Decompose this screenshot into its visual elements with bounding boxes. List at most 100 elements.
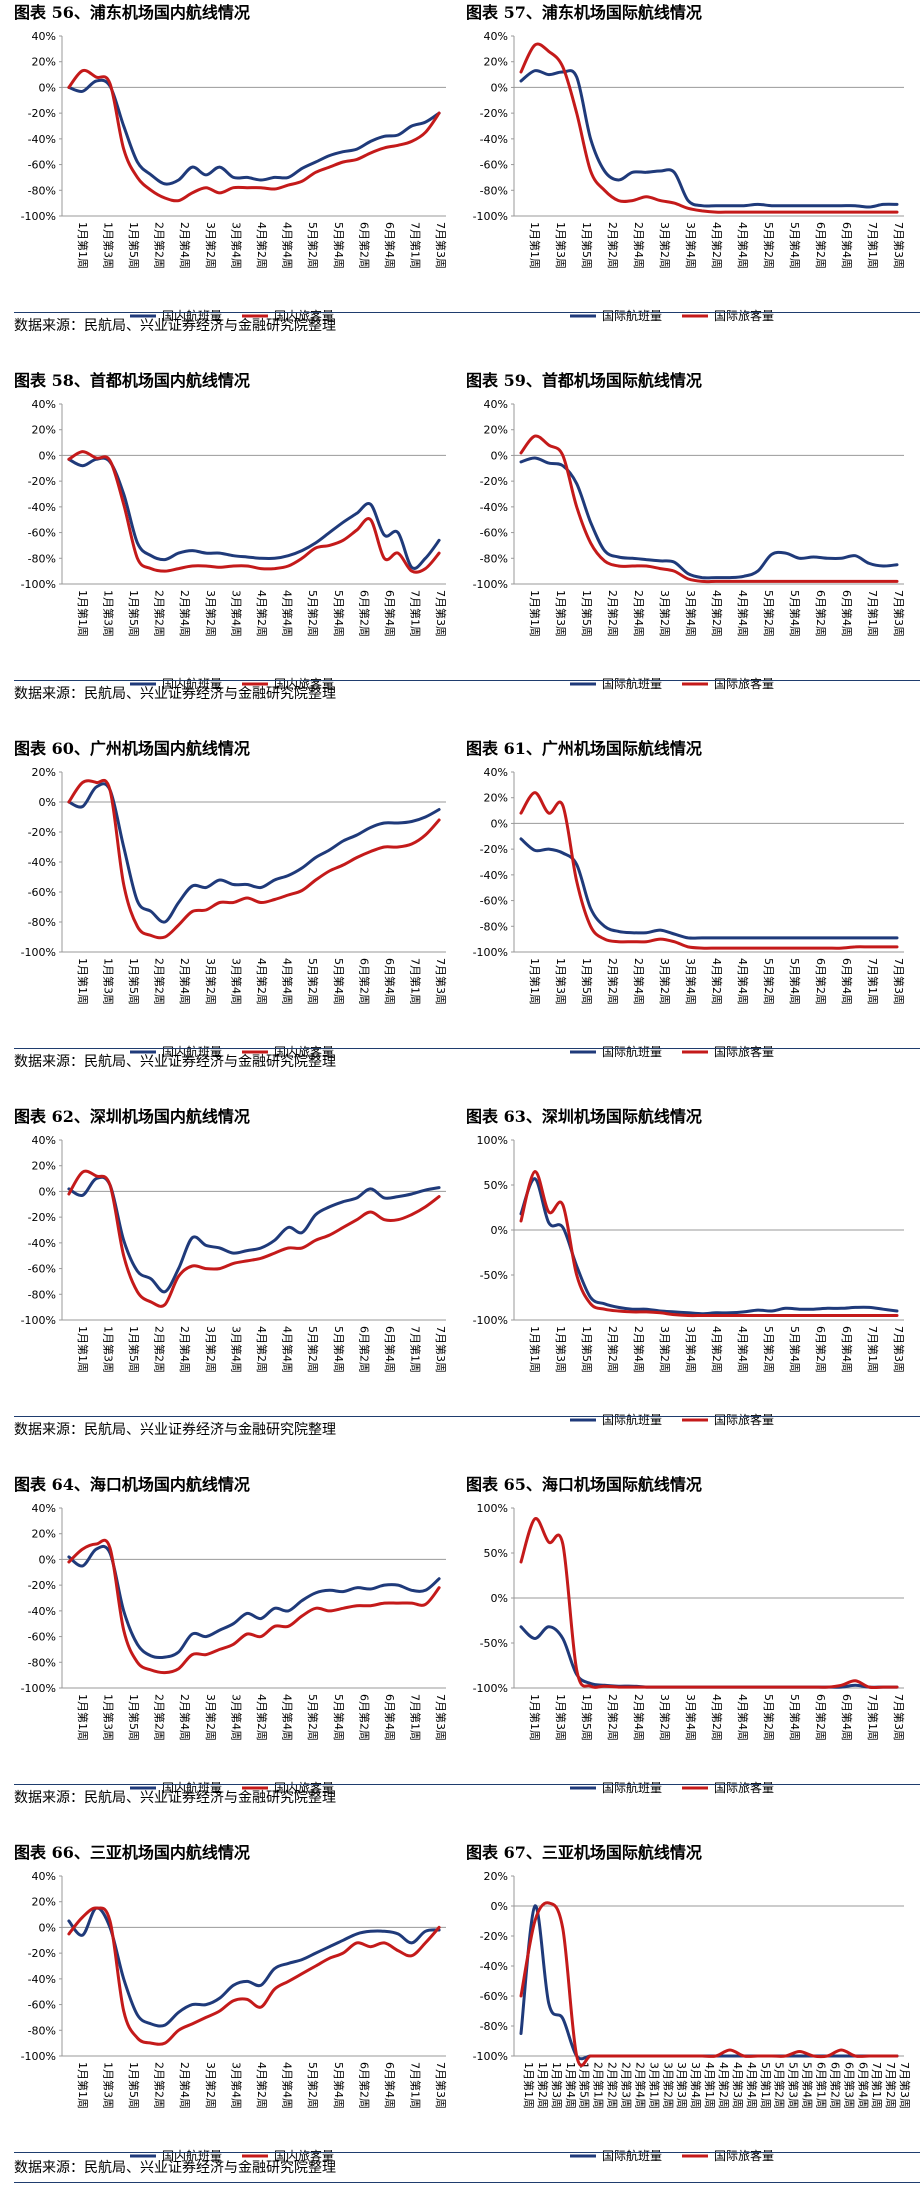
y-tick-label: 0% [491,1592,508,1605]
x-tick-label: 4月第4周 [736,590,750,637]
y-tick-label: 40% [484,398,508,411]
x-tick-label: 3月第2周 [658,1326,672,1373]
x-tick-label: 7月第1周 [409,958,423,1005]
chart-title: 图表 59、首都机场国际航线情况 [466,371,702,390]
x-tick-label: 4月第2周 [710,222,724,269]
x-tick-label: 4月第2周 [255,1326,269,1373]
x-tick-label: 1月第5周 [580,590,594,637]
chart-title: 图表 58、首都机场国内航线情况 [14,371,250,390]
x-tick-label: 1月第3周 [101,958,115,1005]
y-tick-label: -40% [28,501,56,514]
x-tick-label: 7月第3周 [892,1326,906,1373]
legend-label: 国内航班量 [162,1044,222,1059]
chart-title: 图表 65、海口机场国际航线情况 [466,1475,702,1494]
x-tick-label: 7月第3周 [892,222,906,269]
x-tick-label: 1月第1周 [528,590,542,637]
y-tick-label: -60% [480,895,508,908]
chart-panel-60: 图表 60、广州机场国内航线情况 -100% -80% -60% -40% -20% 0%… [0,736,460,1076]
y-tick-label: -60% [28,1631,56,1644]
y-tick-label: -60% [480,159,508,172]
y-tick-label: -20% [28,826,56,839]
divider-rule [14,1416,920,1417]
chart-title: 图表 62、深圳机场国内航线情况 [14,1107,250,1126]
y-tick-label: -40% [28,1973,56,1986]
x-tick-label: 2月第2周 [606,1694,620,1741]
series-line-flights [67,1544,441,1660]
x-tick-label: 2月第4周 [178,222,192,269]
chart-panel-67: 图表 67、三亚机场国际航线情况 -100% -80% -60% -40% -20% 0%… [460,1840,920,2180]
x-tick-label: 7月第3周 [892,590,906,637]
y-tick-label: 0% [491,1900,508,1913]
x-tick-label: 7月第2周 [884,2062,898,2109]
x-tick-label: 5月第2周 [762,958,776,1005]
y-tick-label: 50% [484,1179,508,1192]
x-tick-label: 5月第4周 [788,1326,802,1373]
series-line-flights [519,1904,899,2061]
y-tick-label: 20% [32,766,56,779]
y-tick-label: -100% [21,578,56,591]
x-tick-label: 6月第2周 [357,2062,371,2109]
x-tick-label: 2月第4周 [178,958,192,1005]
y-tick-label: 0% [491,449,508,462]
x-tick-label: 1月第5周 [580,222,594,269]
source-note: 数据来源：民航局、兴业证券经济与金融研究院整理 [14,1422,336,1438]
x-tick-label: 7月第3周 [434,2062,448,2109]
legend-label: 国际旅客量 [714,1044,774,1059]
x-tick-label: 6月第4周 [840,1694,854,1741]
x-tick-label: 4月第2周 [255,590,269,637]
chart-panel-56: 图表 56、浦东机场国内航线情况 -100% -80% -60% -40% -20% 0%… [0,0,460,340]
x-tick-label: 1月第1周 [76,958,90,1005]
x-tick-label: 1月第5周 [127,2062,141,2109]
y-tick-label: -80% [28,2024,56,2037]
x-tick-label: 3月第4周 [684,958,698,1005]
series-line-passengers [519,434,899,584]
y-tick-label: 40% [32,1870,56,1883]
y-tick-label: -60% [28,886,56,899]
x-tick-label: 3月第4周 [229,1326,243,1373]
y-tick-label: -80% [28,184,56,197]
x-tick-label: 3月第2周 [658,222,672,269]
x-tick-label: 2月第4周 [632,222,646,269]
x-tick-label: 1月第3周 [101,1326,115,1373]
y-tick-label: -80% [480,2020,508,2033]
x-tick-label: 6月第2周 [357,1326,371,1373]
legend-label: 国际航班量 [602,1412,662,1427]
legend-label: 国内旅客量 [274,2148,334,2163]
chart-haikou-domestic: -100% -80% -60% -40% -20% 0% 20% 40% 1月第1周 1月第3周 1… [21,1502,449,1795]
legend-label: 国际旅客量 [714,308,774,323]
chart-panel-59: 图表 59、首都机场国际航线情况 -100% -80% -60% -40% -20% 0%… [460,368,920,708]
x-tick-label: 6月第2周 [357,958,371,1005]
x-tick-label: 7月第3周 [892,958,906,1005]
x-tick-label: 6月第4周 [856,2062,870,2109]
x-tick-label: 1月第3周 [554,222,568,269]
x-tick-label: 1月第1周 [76,1694,90,1741]
y-tick-label: -20% [480,107,508,120]
y-tick-label: -60% [480,1990,508,2003]
x-tick-label: 4月第4周 [281,1326,295,1373]
x-tick-label: 5月第2周 [762,222,776,269]
chart-panel-62: 图表 62、深圳机场国内航线情况 -100% -80% -60% -40% -20% 0%… [0,1104,460,1444]
x-tick-label: 2月第4周 [178,590,192,637]
x-tick-label: 5月第4周 [332,958,346,1005]
y-tick-label: -80% [480,184,508,197]
x-tick-label: 7月第3周 [434,1694,448,1741]
x-tick-label: 3月第4周 [684,1694,698,1741]
series-line-passengers [519,1517,899,1690]
y-tick-label: 20% [32,1896,56,1909]
x-tick-label: 6月第2周 [814,590,828,637]
x-tick-label: 3月第2周 [204,1694,218,1741]
chart-sanya-domestic: -100% -80% -60% -40% -20% 0% 20% 40% 1月第1周 1月第3周 1… [21,1870,449,2163]
chart-haikou-international: -100% -50% 0% 50% 100% 1月第1周 1月第3周 1月第5周 2月第2周 2月… [473,1502,906,1795]
y-tick-label: -20% [28,1947,56,1960]
x-tick-label: 1月第3周 [101,222,115,269]
x-tick-label: 4月第4周 [745,2062,759,2109]
y-tick-label: -20% [28,1579,56,1592]
x-tick-label: 1月第1周 [528,1694,542,1741]
x-tick-label: 5月第4周 [801,2062,815,2109]
source-note: 数据来源：民航局、兴业证券经济与金融研究院整理 [14,1790,336,1806]
x-tick-label: 3月第2周 [658,958,672,1005]
chart-title: 图表 60、广州机场国内航线情况 [14,739,250,758]
y-tick-label: -20% [28,107,56,120]
legend-label: 国内航班量 [162,1780,222,1795]
x-tick-label: 3月第3周 [675,2062,689,2109]
